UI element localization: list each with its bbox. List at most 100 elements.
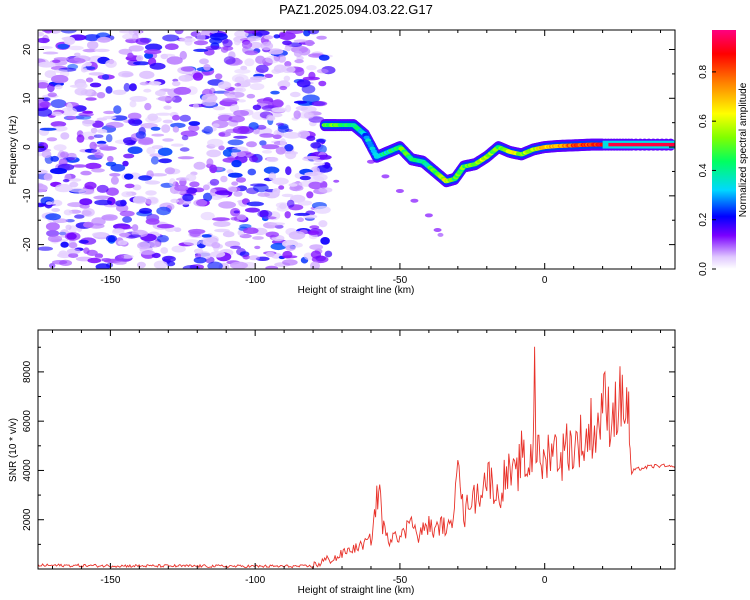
noise-blob [68, 45, 84, 51]
noise-blob [106, 187, 119, 196]
noise-blob [381, 174, 390, 179]
bottom-x-axis-label: Height of straight line (km) [298, 585, 415, 596]
noise-blob [156, 206, 171, 216]
noise-blob [192, 103, 199, 109]
noise-blob [112, 228, 125, 234]
noise-blob [309, 244, 324, 251]
noise-blob [177, 156, 195, 160]
noise-blob [129, 100, 137, 108]
x-tick-label: -100 [245, 275, 265, 286]
noise-blob [113, 260, 127, 265]
noise-blob [259, 133, 275, 138]
noise-blob [158, 158, 172, 164]
noise-blob [97, 36, 111, 43]
y-tick-label: 4000 [22, 459, 33, 482]
colorbar-ticks: 0.0 0.2 0.4 0.6 0.8 [698, 64, 716, 276]
noise-blob [249, 76, 267, 81]
noise-blob [139, 70, 155, 79]
noise-blob [162, 119, 173, 124]
colorbar-tick-label: 0.6 [698, 114, 709, 128]
noise-blob [50, 167, 67, 175]
noise-blob [50, 99, 67, 109]
noise-blob [188, 124, 200, 132]
noise-blob [316, 35, 327, 40]
colorbar-label: Normalized spectral amplitude [738, 82, 749, 217]
noise-blob [283, 75, 291, 82]
noise-blob [133, 61, 150, 66]
noise-blob [265, 251, 275, 257]
noise-blob [153, 260, 168, 269]
noise-blob [105, 86, 113, 94]
noise-blob [138, 175, 153, 181]
noise-blob [255, 64, 269, 74]
noise-blob [424, 213, 433, 218]
noise-blob [102, 115, 117, 120]
colorbar-tick-label: 0.0 [698, 262, 709, 276]
colorbar-gradient [712, 30, 736, 269]
noise-blob [242, 254, 250, 260]
noise-blob [275, 122, 285, 126]
noise-blob [316, 68, 329, 74]
noise-blob [279, 85, 288, 91]
noise-blob [162, 138, 174, 142]
noise-blob [239, 224, 252, 229]
colorbar: 0.0 0.2 0.4 0.6 0.8 Normalized spectral ampl… [698, 30, 749, 276]
noise-blob [318, 187, 333, 193]
noise-blob [222, 231, 235, 238]
noise-blob [255, 55, 266, 64]
noise-blob [38, 82, 50, 89]
noise-blob [272, 134, 282, 140]
noise-blob [83, 49, 96, 53]
noise-blob [297, 200, 313, 206]
noise-blob [124, 173, 134, 180]
noise-blob [74, 214, 85, 219]
noise-blob [301, 84, 316, 94]
noise-blob [180, 66, 195, 72]
noise-blob [275, 146, 286, 155]
noise-blob [139, 250, 156, 255]
noise-blob [270, 90, 280, 95]
noise-blob [66, 102, 73, 112]
noise-blob [149, 62, 166, 70]
noise-blob [218, 201, 237, 209]
noise-blob [52, 125, 68, 132]
noise-blob [151, 133, 165, 137]
noise-blob [257, 192, 270, 197]
noise-blob [324, 250, 333, 258]
noise-blob [162, 34, 180, 42]
noise-blob [179, 147, 190, 152]
noise-blob [264, 73, 274, 78]
noise-blob [93, 134, 104, 138]
noise-blob [119, 30, 138, 34]
noise-blob [222, 97, 240, 102]
noise-blob [121, 191, 133, 198]
noise-blob [223, 56, 236, 65]
noise-blob [244, 50, 259, 56]
noise-blob [260, 41, 274, 51]
top-x-axis-label: Height of straight line (km) [298, 285, 415, 296]
noise-blob [38, 169, 48, 175]
noise-blob [138, 137, 154, 145]
noise-blob [161, 124, 171, 133]
noise-blob [215, 190, 233, 196]
noise-blob [290, 151, 299, 155]
noise-blob [184, 38, 193, 46]
noise-blob [128, 234, 142, 238]
noise-blob [57, 43, 70, 50]
noise-blob [51, 74, 69, 84]
noise-blob [193, 248, 204, 254]
noise-blob [115, 200, 127, 207]
noise-blob [124, 183, 135, 189]
noise-blob [69, 181, 79, 188]
colorbar-tick-label: 0.8 [698, 64, 709, 78]
noise-blob [52, 59, 61, 63]
noise-blob [249, 83, 265, 91]
noise-blob [193, 161, 206, 170]
noise-blob [203, 125, 213, 135]
noise-blob [310, 142, 322, 149]
noise-blob [249, 41, 263, 49]
noise-blob [93, 195, 111, 200]
noise-blob [215, 167, 223, 171]
noise-blob [232, 125, 250, 135]
noise-blob [313, 162, 326, 166]
